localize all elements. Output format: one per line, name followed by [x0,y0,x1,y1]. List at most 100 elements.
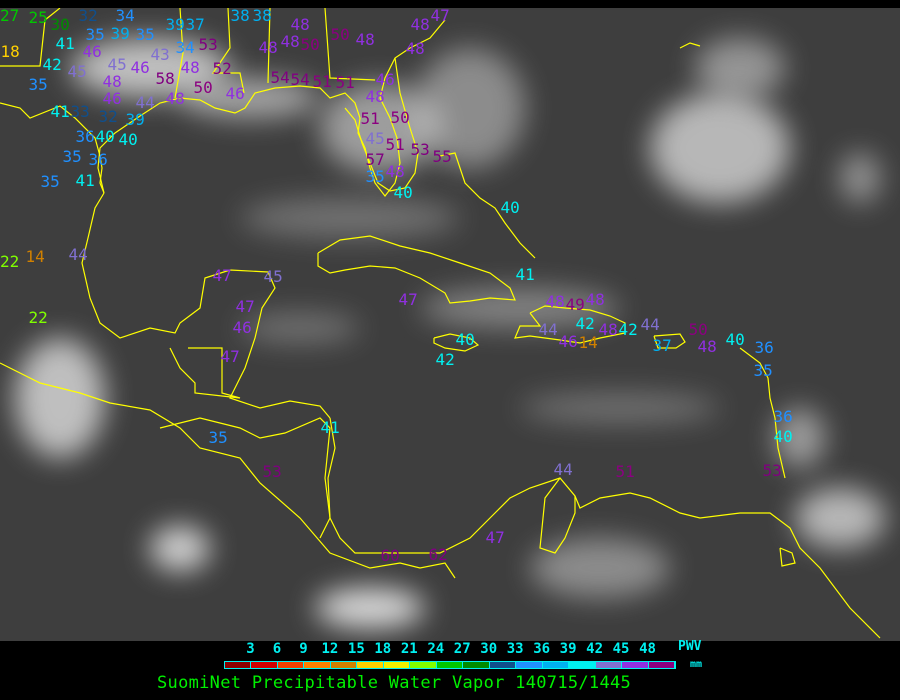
station-pwv-value: 14 [578,333,598,352]
coastline-texas [97,19,446,197]
station-pwv-value: 48 [365,87,385,106]
cloud [415,48,525,168]
station-pwv-value: 34 [115,8,135,25]
coastline-pacific [0,362,456,579]
station-pwv-value: 39 [110,24,130,43]
station-pwv-value: 62 [428,545,448,564]
station-pwv-value: 53 [410,140,430,159]
legend-variable: PWV [678,639,702,654]
station-pwv-value: 51 [360,109,380,128]
station-pwv-value: 41 [515,265,535,284]
legend-swatch [489,662,517,668]
station-pwv-value: 52 [212,59,232,78]
station-pwv-value: 42 [618,320,638,339]
station-pwv-value: 36 [773,407,793,426]
legend-swatch [225,662,252,668]
station-pwv-value: 45 [263,267,283,286]
station-pwv-value: 48 [165,89,185,108]
station-pwv-value: 36 [75,127,95,146]
station-pwv-value: 44 [538,320,558,339]
station-pwv-value: 47 [430,8,450,25]
coastline-puerto-rico [653,333,686,349]
coastline-lesser-antilles [739,347,786,479]
station-pwv-value: 48 [585,290,605,309]
station-pwv-value: 37 [185,15,205,34]
station-pwv-value: 35 [28,75,48,94]
station-pwv-value: 54 [270,68,290,87]
station-pwv-value: 18 [0,42,20,61]
station-pwv-value: 38 [252,8,272,25]
legend-tick-label: 6 [272,641,282,657]
station-pwv-value: 48 [405,39,425,58]
station-pwv-value: 32 [78,8,98,25]
station-pwv-value: 53 [762,461,782,480]
station-pwv-value: 45 [107,55,127,74]
station-pwv-value: 42 [575,314,595,333]
station-pwv-value: 42 [42,55,62,74]
station-pwv-value: 48 [598,320,618,339]
station-pwv-value: 50 [390,108,410,127]
station-pwv-value: 42 [435,350,455,369]
station-pwv-value: 50 [300,35,320,54]
station-pwv-value: 48 [280,32,300,51]
station-pwv-value: 47 [212,266,232,285]
legend-swatch [357,662,384,668]
legend-colorbar [224,661,676,669]
station-pwv-value: 45 [365,129,385,148]
station-pwv-value: 46 [375,70,395,89]
station-pwv-value: 35 [135,25,155,44]
station-pwv-value: 48 [290,15,310,34]
station-pwv-value: 39 [125,110,145,129]
legend-tick-label: 42 [586,641,604,657]
legend-swatch [383,662,411,668]
legend-tick-label: 21 [400,641,418,657]
station-pwv-value: 35 [85,25,105,44]
coastline-us-gulf [0,102,105,194]
coastline-mexico-gulf [81,192,331,419]
cloud [150,525,210,571]
cloud [520,393,720,423]
station-pwv-value: 38 [230,8,250,25]
cloud [240,198,460,238]
cloud [650,93,790,203]
legend-tick-label: 48 [639,641,656,657]
station-pwv-value: 35 [365,167,385,186]
legend-swatch [251,662,278,668]
station-pwv-value: 46 [225,84,245,103]
legend-tick-label: 36 [533,641,551,657]
station-pwv-value: 48 [385,162,405,181]
station-pwv-value: 41 [50,102,70,121]
state-line [211,8,245,94]
satellite-image: 27 25 30 32 35 34 41 18 39 35 39 37 38 38 48 48 50 50 48 46… [0,8,900,641]
legend-tick-label: 24 [427,641,445,657]
station-pwv-value: 48 [545,292,565,311]
legend-swatch [622,662,649,668]
cloud [695,38,785,98]
station-pwv-value: 41 [75,171,95,190]
state-line [174,8,184,99]
station-pwv-value: 46 [82,42,102,61]
station-pwv-value: 30 [50,15,70,34]
station-pwv-value: 48 [102,72,122,91]
coastline-jamaica [433,333,480,352]
legend-tick-label: 9 [299,641,308,657]
legend-unit: mm [690,659,703,670]
legend-swatch [436,662,464,668]
station-pwv-value: 35 [753,361,773,380]
cloud [15,338,105,458]
bermuda-fragment [679,42,701,49]
legend-swatch [595,662,623,668]
station-pwv-value: 35 [62,147,82,166]
legend-swatch [277,662,305,668]
legend-swatch [648,662,675,668]
station-pwv-value: 43 [150,45,170,64]
station-pwv-value: 55 [432,147,452,166]
station-pwv-value: 32 [98,107,118,126]
legend-swatch [330,662,358,668]
station-pwv-value: 37 [652,336,672,355]
state-line [267,8,271,84]
station-pwv-value: 50 [193,78,213,97]
station-pwv-value: 44 [68,245,88,264]
legend-tick-label: 15 [347,641,365,657]
